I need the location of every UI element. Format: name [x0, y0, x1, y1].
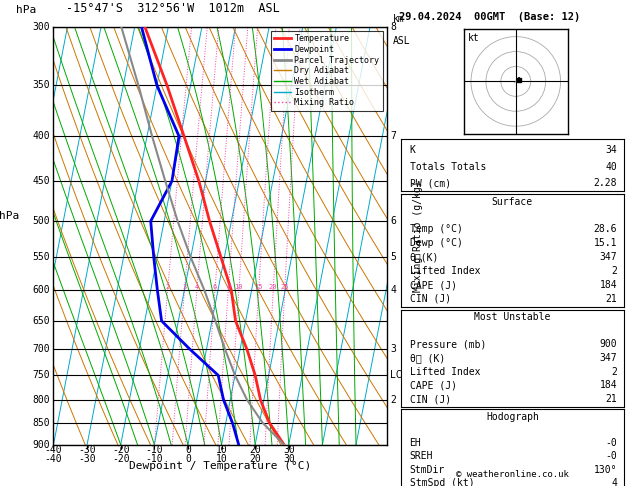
- Text: 7: 7: [390, 131, 396, 141]
- Text: -40: -40: [45, 445, 62, 455]
- Text: PW (cm): PW (cm): [409, 178, 451, 188]
- Text: Most Unstable: Most Unstable: [474, 312, 550, 323]
- Text: 20: 20: [269, 284, 277, 291]
- Text: 347: 347: [599, 252, 617, 262]
- Text: hPa: hPa: [0, 211, 19, 221]
- Text: 650: 650: [33, 316, 50, 326]
- Text: 4: 4: [611, 478, 617, 486]
- Text: Hodograph: Hodograph: [486, 412, 539, 422]
- Text: 400: 400: [33, 131, 50, 141]
- Text: kt: kt: [468, 34, 479, 43]
- Text: LCL: LCL: [390, 370, 408, 381]
- Text: -10: -10: [145, 445, 163, 455]
- Text: 347: 347: [599, 353, 617, 363]
- Text: 550: 550: [33, 252, 50, 262]
- Text: 850: 850: [33, 418, 50, 428]
- Text: 300: 300: [33, 22, 50, 32]
- Text: 2: 2: [611, 266, 617, 276]
- Text: ASL: ASL: [393, 36, 411, 47]
- Text: Surface: Surface: [492, 197, 533, 208]
- Text: Totals Totals: Totals Totals: [409, 162, 486, 172]
- Text: 21: 21: [606, 294, 617, 304]
- Text: Dewp (°C): Dewp (°C): [409, 238, 462, 248]
- Text: CAPE (J): CAPE (J): [409, 381, 457, 390]
- Text: hPa: hPa: [16, 4, 36, 15]
- Text: 4: 4: [390, 285, 396, 295]
- Text: 8: 8: [226, 284, 230, 291]
- Text: km: km: [393, 14, 405, 24]
- Text: 5: 5: [390, 252, 396, 262]
- Text: 0: 0: [185, 445, 191, 455]
- Text: 800: 800: [33, 395, 50, 405]
- Text: 900: 900: [33, 440, 50, 450]
- Text: Pressure (mb): Pressure (mb): [409, 339, 486, 349]
- Text: 3: 3: [182, 284, 187, 291]
- Text: CAPE (J): CAPE (J): [409, 280, 457, 290]
- Text: Temp (°C): Temp (°C): [409, 224, 462, 234]
- Text: 130°: 130°: [594, 465, 617, 475]
- Text: 40: 40: [606, 162, 617, 172]
- Text: θᴄ (K): θᴄ (K): [409, 353, 445, 363]
- Text: 21: 21: [606, 394, 617, 404]
- Text: -0: -0: [606, 438, 617, 448]
- Text: 4: 4: [195, 284, 199, 291]
- Text: -0: -0: [606, 451, 617, 461]
- Text: CIN (J): CIN (J): [409, 394, 451, 404]
- Text: 450: 450: [33, 176, 50, 186]
- Text: 25: 25: [281, 284, 289, 291]
- Text: 10: 10: [235, 284, 243, 291]
- Text: 2: 2: [611, 366, 617, 377]
- Text: K: K: [409, 145, 416, 155]
- Text: θᴄ(K): θᴄ(K): [409, 252, 439, 262]
- Text: Dewpoint / Temperature (°C): Dewpoint / Temperature (°C): [129, 461, 311, 471]
- Text: 600: 600: [33, 285, 50, 295]
- Text: © weatheronline.co.uk: © weatheronline.co.uk: [456, 469, 569, 479]
- Text: StmSpd (kt): StmSpd (kt): [409, 478, 474, 486]
- Text: 2.28: 2.28: [594, 178, 617, 188]
- Legend: Temperature, Dewpoint, Parcel Trajectory, Dry Adiabat, Wet Adiabat, Isotherm, Mi: Temperature, Dewpoint, Parcel Trajectory…: [271, 31, 382, 110]
- Text: EH: EH: [409, 438, 421, 448]
- Text: 28.6: 28.6: [594, 224, 617, 234]
- Text: 34: 34: [606, 145, 617, 155]
- Text: CIN (J): CIN (J): [409, 294, 451, 304]
- Text: 30: 30: [283, 445, 294, 455]
- Text: 3: 3: [390, 344, 396, 354]
- Text: 500: 500: [33, 216, 50, 226]
- Text: Lifted Index: Lifted Index: [409, 266, 480, 276]
- Text: 700: 700: [33, 344, 50, 354]
- Text: -30: -30: [78, 445, 96, 455]
- Text: 15.1: 15.1: [594, 238, 617, 248]
- Text: 184: 184: [599, 280, 617, 290]
- Text: -15°47'S  312°56'W  1012m  ASL: -15°47'S 312°56'W 1012m ASL: [66, 1, 280, 15]
- Text: -20: -20: [112, 445, 130, 455]
- Text: 2: 2: [390, 395, 396, 405]
- Text: Lifted Index: Lifted Index: [409, 366, 480, 377]
- Text: 29.04.2024  00GMT  (Base: 12): 29.04.2024 00GMT (Base: 12): [399, 12, 581, 22]
- Text: 900: 900: [599, 339, 617, 349]
- Text: 8: 8: [390, 22, 396, 32]
- Text: 350: 350: [33, 80, 50, 90]
- Text: 184: 184: [599, 381, 617, 390]
- Text: 10: 10: [216, 445, 228, 455]
- Text: SREH: SREH: [409, 451, 433, 461]
- Text: StmDir: StmDir: [409, 465, 445, 475]
- Text: 2: 2: [165, 284, 170, 291]
- Text: 750: 750: [33, 370, 50, 381]
- Text: 6: 6: [390, 216, 396, 226]
- Text: 6: 6: [213, 284, 217, 291]
- Text: Mixing Ratio (g/kg): Mixing Ratio (g/kg): [413, 180, 423, 292]
- Text: 15: 15: [254, 284, 263, 291]
- Text: 20: 20: [249, 445, 261, 455]
